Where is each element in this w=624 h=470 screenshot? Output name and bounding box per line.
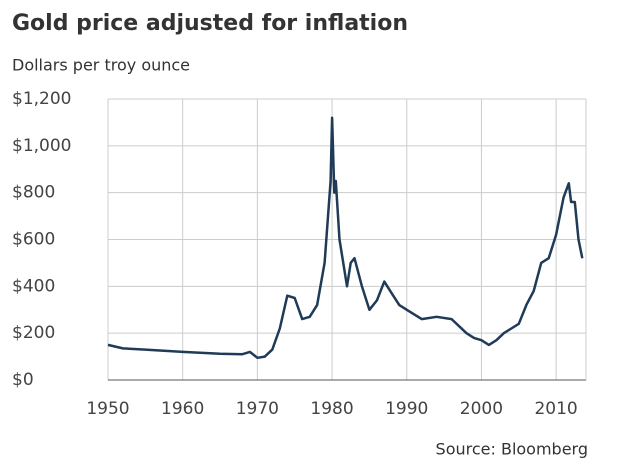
y-tick-label: $200 [12,323,55,343]
y-tick-label: $800 [12,183,55,203]
y-tick-label: $0 [12,370,34,390]
chart-title: Gold price adjusted for inflation [12,11,408,36]
x-tick-label: 1970 [236,399,279,419]
chart-subtitle: Dollars per troy ounce [12,56,190,75]
x-tick-label: 1960 [161,399,204,419]
x-tick-label: 2010 [534,399,577,419]
x-tick-label: 1980 [310,399,353,419]
y-tick-label: $600 [12,230,55,250]
x-tick-label: 2000 [460,399,503,419]
x-tick-label: 1950 [86,399,129,419]
price-line [107,116,584,360]
y-tick-label: $1,200 [12,89,71,109]
source: Source: Bloomberg [436,440,588,459]
y-tick-label: $400 [12,276,55,296]
y-tick-label: $1,000 [12,136,71,156]
x-tick-label: 1990 [385,399,428,419]
